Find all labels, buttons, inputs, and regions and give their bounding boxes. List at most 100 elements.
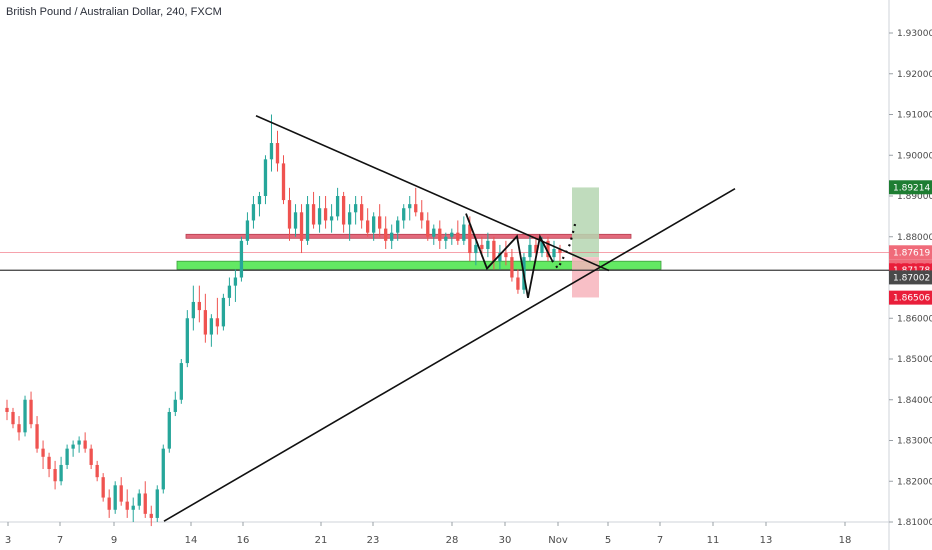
candle [125,489,129,518]
candle [558,244,562,262]
candle-body [329,216,334,221]
support-zone [176,260,662,270]
candle [438,220,442,249]
price-tag-bg [889,270,932,285]
candle [203,293,208,343]
y-tick-label: 1.85000 [897,355,932,365]
candle [317,196,322,233]
candle [35,416,39,453]
candle-body [414,204,418,213]
candle [293,204,298,237]
candle-body [432,228,436,237]
candle [179,359,183,404]
candle-body [89,448,93,465]
candle-body [35,424,39,449]
candle-body [287,200,292,229]
candle [5,399,9,421]
candle-body [438,228,442,241]
candle [372,212,376,241]
candle [341,191,346,233]
candle-body [143,493,147,514]
candle-body [486,240,490,249]
candle [275,130,280,172]
candle [353,196,358,225]
candle [456,220,460,245]
candle-body [275,143,280,164]
candle-body [11,411,15,425]
candle [167,407,171,453]
candle [17,416,21,441]
candle [528,236,532,262]
candle-body [323,208,328,221]
ascending-trendline [163,187,736,522]
candle [53,460,57,490]
candle [209,314,214,347]
candle-body [17,424,21,433]
candle [546,236,550,262]
candle-body [426,220,430,237]
candle-body [444,236,448,241]
candle-body [137,493,141,506]
candle-body [53,469,57,482]
candle [287,187,292,241]
candle-body [528,244,532,258]
candle-body [59,464,63,482]
candle [227,277,232,307]
candle-body [341,196,346,225]
price-tag: 1.89214 [889,180,932,195]
candle [137,489,141,510]
resistance-zone [185,233,632,239]
candle [233,269,238,302]
candle-body [65,448,69,465]
x-tick-label: 7 [657,535,663,546]
candle [486,232,490,258]
candle-body [396,220,400,233]
candle-body [534,244,538,254]
y-tick-label: 1.84000 [897,396,932,406]
candle [89,444,93,470]
candle-body [281,163,286,201]
candle-body [516,277,520,290]
candle-body [299,212,304,241]
candle [444,232,448,249]
price-tag-label: 1.87619 [893,248,930,258]
candle [215,297,220,335]
y-tick-label: 1.92000 [897,70,932,80]
candle-body [492,240,496,262]
price-tag: 1.86506 [889,290,932,305]
candle [155,485,159,522]
candle [335,187,340,221]
candle-body [251,204,256,221]
candle [311,191,316,229]
x-tick-label: 30 [499,535,512,546]
candle-body [408,204,412,209]
price-tag-label: 1.87002 [893,273,930,283]
candle-body [191,301,195,319]
candle-body [245,220,250,241]
candle [263,155,268,205]
candle [474,240,478,266]
candle-body [510,257,514,278]
candle [323,196,328,229]
candle [552,240,556,262]
candle [450,228,454,245]
candle [251,196,256,229]
candle-body [305,204,310,241]
candle [11,407,15,429]
candle [396,216,400,241]
candle-body [119,485,123,502]
candle-body [221,297,226,327]
candle-body [197,301,202,311]
candle-body [390,232,394,241]
candle [299,204,304,254]
candle [281,155,286,205]
candle-body [113,485,117,510]
candle-body [311,204,316,225]
candle [378,204,382,237]
candle [149,505,153,527]
price-tag: 1.87002 [889,270,932,285]
candle [245,212,250,245]
candle [359,196,364,229]
candle [269,114,274,172]
